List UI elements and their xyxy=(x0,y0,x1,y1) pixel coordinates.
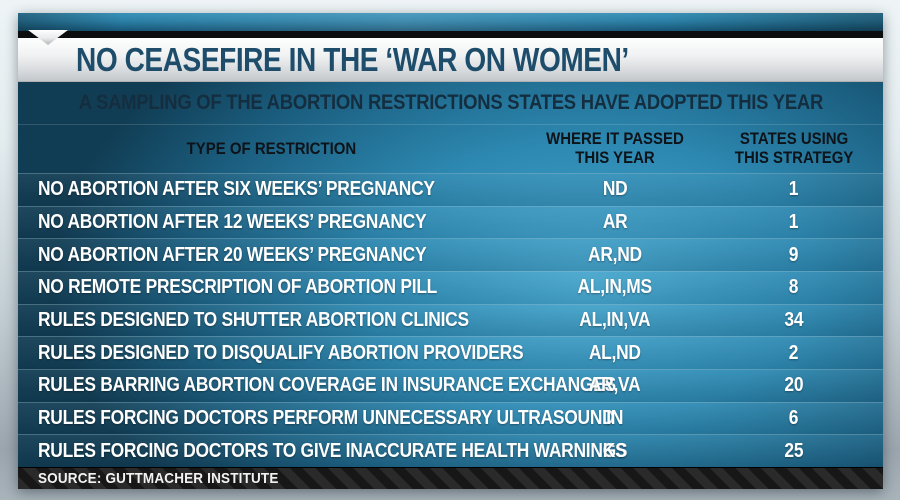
where-passed-value: ND xyxy=(602,178,628,201)
page-subtitle: A SAMPLING OF THE ABORTION RESTRICTIONS … xyxy=(78,91,823,114)
black-divider-bar xyxy=(18,30,883,45)
table-row: NO REMOTE PRESCRIPTION OF ABORTION PILL … xyxy=(18,271,883,304)
where-passed-value: KS xyxy=(603,439,627,462)
table-row: NO ABORTION AFTER SIX WEEKS’ PREGNANCY N… xyxy=(18,173,883,206)
states-count-value: 1 xyxy=(789,178,799,201)
restriction-label: NO ABORTION AFTER SIX WEEKS’ PREGNANCY xyxy=(38,178,435,201)
table-row: NO ABORTION AFTER 20 WEEKS’ PREGNANCY AR… xyxy=(18,238,883,272)
top-accent-bar xyxy=(18,13,883,31)
states-count-value: 20 xyxy=(784,374,804,397)
restriction-label: NO ABORTION AFTER 20 WEEKS’ PREGNANCY xyxy=(38,243,427,266)
restriction-label: RULES DESIGNED TO DISQUALIFY ABORTION PR… xyxy=(38,341,524,364)
where-passed-value: AL,IN,MS xyxy=(577,276,653,299)
where-passed-value: AR,VA xyxy=(589,374,641,397)
states-count-value: 6 xyxy=(789,407,799,430)
table-panel: A SAMPLING OF THE ABORTION RESTRICTIONS … xyxy=(18,82,883,468)
restriction-label: RULES FORCING DOCTORS TO GIVE INACCURATE… xyxy=(38,439,628,462)
states-count-value: 8 xyxy=(789,276,799,299)
subtitle-bar: A SAMPLING OF THE ABORTION RESTRICTIONS … xyxy=(18,82,883,125)
column-header-states-using: STATES USING THIS STRATEGY xyxy=(734,129,854,167)
restriction-label: RULES BARRING ABORTION COVERAGE IN INSUR… xyxy=(38,374,616,397)
title-bar: NO CEASEFIRE IN THE ‘WAR ON WOMEN’ xyxy=(18,38,883,82)
table-row: NO ABORTION AFTER 12 WEEKS’ PREGNANCY AR… xyxy=(18,205,883,239)
table-row: RULES DESIGNED TO DISQUALIFY ABORTION PR… xyxy=(18,336,883,370)
states-count-value: 25 xyxy=(784,439,804,462)
states-count-value: 34 xyxy=(784,309,804,332)
states-count-value: 2 xyxy=(789,341,799,364)
where-passed-value: AL,IN,VA xyxy=(579,309,651,332)
source-bar: SOURCE: GUTTMACHER INSTITUTE xyxy=(18,467,883,489)
where-passed-value: AL,ND xyxy=(588,341,641,364)
column-header-where-passed: WHERE IT PASSED THIS YEAR xyxy=(545,129,684,167)
states-count-value: 9 xyxy=(789,243,799,266)
table-row: RULES FORCING DOCTORS PERFORM UNNECESSAR… xyxy=(18,401,883,435)
restriction-label: RULES DESIGNED TO SHUTTER ABORTION CLINI… xyxy=(38,309,469,332)
table-body: NO ABORTION AFTER SIX WEEKS’ PREGNANCY N… xyxy=(18,173,883,468)
table-row: RULES BARRING ABORTION COVERAGE IN INSUR… xyxy=(18,369,883,402)
column-header-restriction: TYPE OF RESTRICTION xyxy=(186,138,357,158)
where-passed-value: AR xyxy=(602,211,628,233)
restriction-label: NO REMOTE PRESCRIPTION OF ABORTION PILL xyxy=(38,276,438,299)
infographic-board: NO CEASEFIRE IN THE ‘WAR ON WOMEN’ A SAM… xyxy=(18,13,883,489)
where-passed-value: AR,ND xyxy=(587,243,642,266)
table-row: RULES FORCING DOCTORS TO GIVE INACCURATE… xyxy=(18,434,883,468)
source-credit: SOURCE: GUTTMACHER INSTITUTE xyxy=(38,470,279,487)
table-header-row: TYPE OF RESTRICTION WHERE IT PASSED THIS… xyxy=(18,125,883,173)
table-row: RULES DESIGNED TO SHUTTER ABORTION CLINI… xyxy=(18,303,883,337)
page-title: NO CEASEFIRE IN THE ‘WAR ON WOMEN’ xyxy=(76,40,629,78)
restriction-label: NO ABORTION AFTER 12 WEEKS’ PREGNANCY xyxy=(38,211,427,233)
states-count-value: 1 xyxy=(789,211,799,233)
restriction-label: RULES FORCING DOCTORS PERFORM UNNECESSAR… xyxy=(38,407,615,430)
where-passed-value: IN xyxy=(606,407,624,430)
